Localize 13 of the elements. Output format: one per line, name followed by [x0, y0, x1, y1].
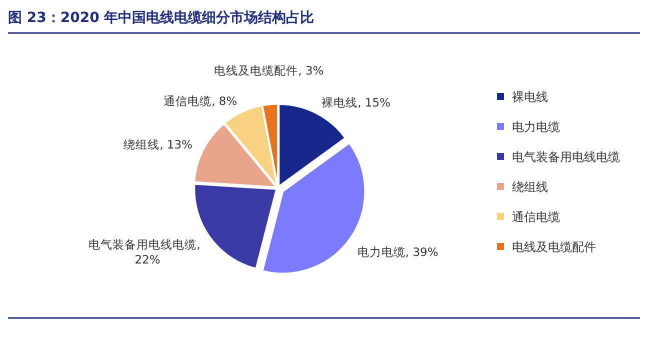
chart-title: 图 23：2020 年中国电线电缆细分市场结构占比 — [8, 9, 314, 26]
data-label: 裸电线, 15% — [322, 95, 391, 110]
legend-label: 通信电缆 — [512, 210, 560, 224]
legend-label: 电气装备用电线电缆 — [512, 150, 620, 164]
legend-label: 电力电缆 — [512, 120, 560, 134]
data-label: 电力电缆, 39% — [357, 244, 438, 259]
data-label: 通信电缆, 8% — [164, 94, 238, 108]
data-label: 电气装备用电线电缆, 22% — [88, 237, 200, 266]
data-label: 电线及电缆配件, 3% — [214, 63, 324, 78]
legend-label: 裸电线 — [512, 90, 548, 104]
legend-label: 电线及电缆配件 — [512, 240, 596, 254]
data-label: 绕组线, 13% — [124, 137, 193, 152]
legend-label: 绕组线 — [512, 180, 548, 194]
